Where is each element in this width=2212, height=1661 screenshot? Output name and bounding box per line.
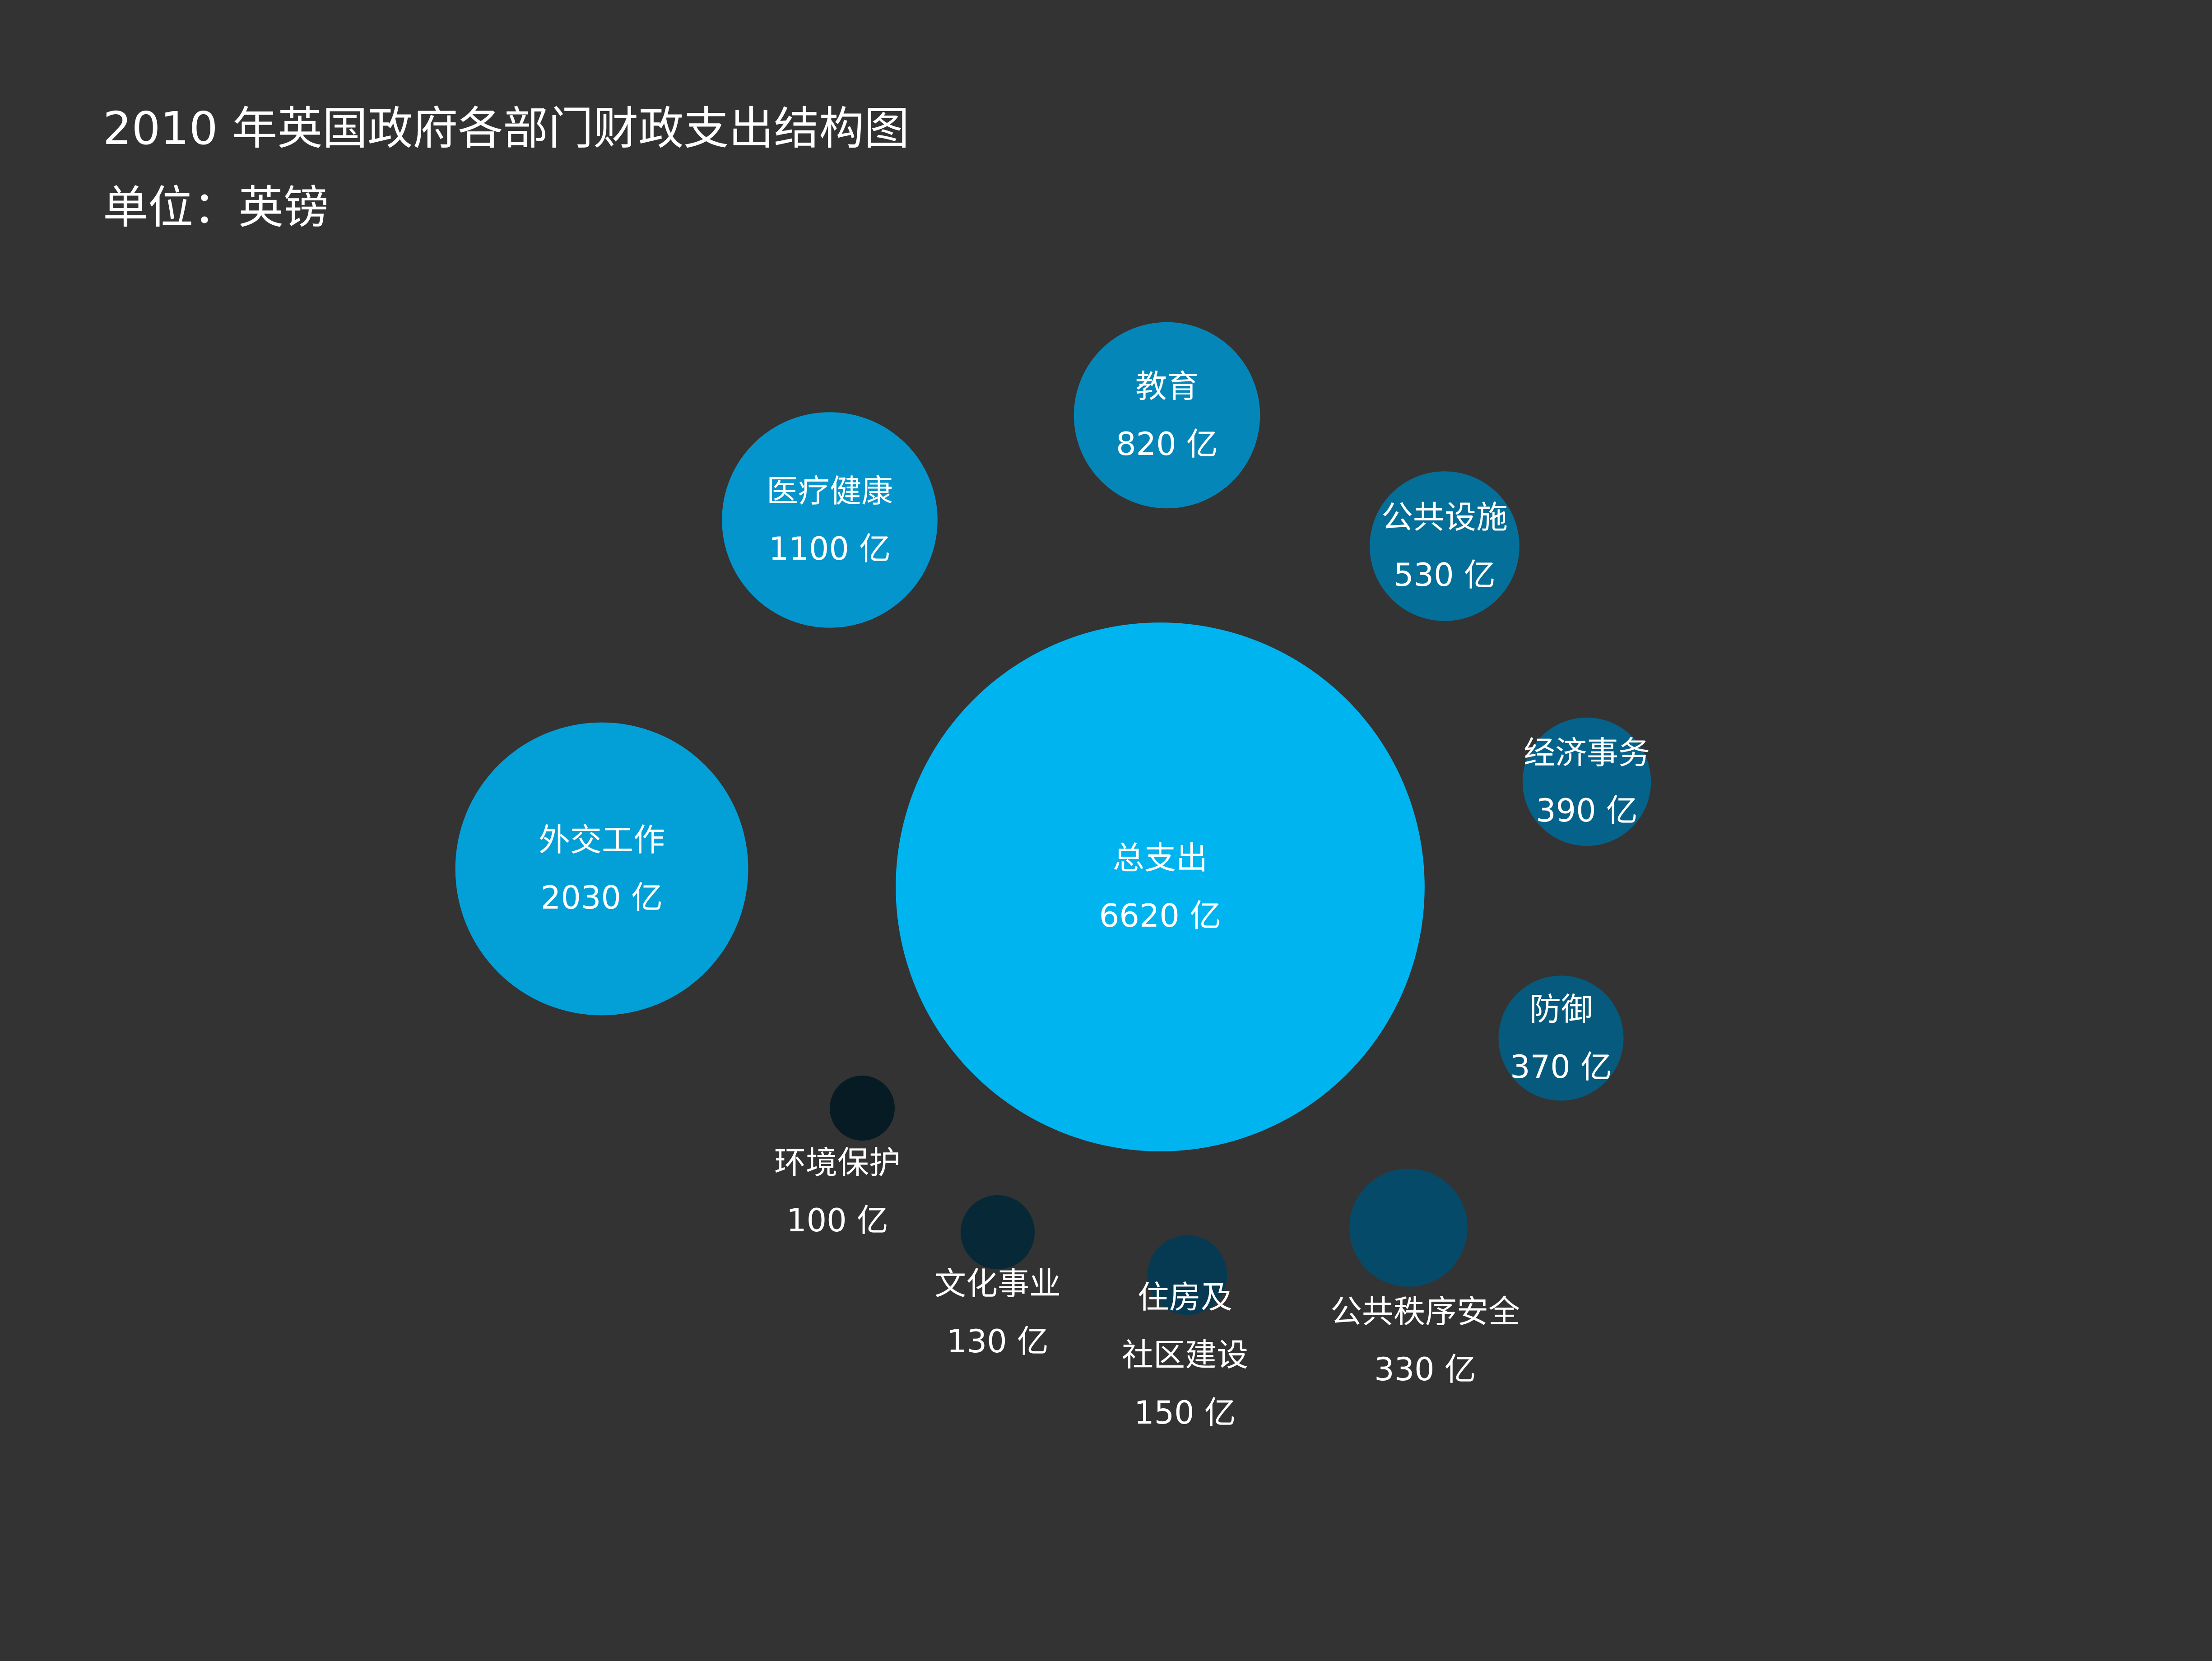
bubble-culture [960,1195,1035,1270]
bubble-economic-affairs [1522,717,1651,846]
chart-title: 2010 年英国政府各部门财政支出结构图 [103,102,910,155]
bubble-label-environmental-protection-line-2: 100 亿 [786,1202,888,1239]
bubble-defense [1498,975,1624,1101]
bubble-label-housing-community-line-3: 150 亿 [1134,1394,1236,1431]
bubble-label-environmental-protection-line-1: 环境保护 [774,1144,901,1181]
bubble-total [896,622,1425,1151]
bubble-public-facilities [1370,471,1520,621]
bubble-label-public-order-safety-line-1: 公共秩序安全 [1330,1293,1520,1330]
bubble-housing-community [1147,1235,1227,1315]
bubble-environmental-protection [830,1076,895,1141]
bubble-label-education-line-2: 820 亿 [1116,426,1218,463]
bubble-label-education-line-1: 教育 [1135,368,1199,405]
bubble-label-total-line-1: 总支出 [1113,840,1208,877]
bubble-foreign-affairs [455,722,748,1016]
bubble-label-foreign-affairs-line-2: 2030 亿 [541,879,663,916]
bubble-label-public-facilities-line-1: 公共设施 [1381,499,1508,536]
bubble-label-public-order-safety-line-2: 330 亿 [1374,1351,1476,1388]
bubble-label-defense-line-2: 370 亿 [1510,1049,1612,1086]
bubble-label-housing-community-line-2: 社区建设 [1122,1336,1248,1373]
bubble-healthcare [722,412,938,628]
chart-subtitle: 单位：英镑 [103,181,329,234]
bubble-label-healthcare-line-2: 1100 亿 [769,530,891,567]
bubble-label-culture-line-2: 130 亿 [947,1323,1049,1360]
bubble-label-culture-line-1: 文化事业 [934,1265,1061,1302]
bubble-label-foreign-affairs-line-1: 外交工作 [539,821,665,858]
bubble-public-order-safety [1349,1169,1468,1287]
bubble-label-economic-affairs-line-2: 390 亿 [1536,792,1638,829]
bubble-label-total-line-2: 6620 亿 [1099,897,1221,934]
bubble-label-public-facilities-line-2: 530 亿 [1394,557,1496,594]
bubble-education [1073,322,1260,509]
bubble-label-defense-line-1: 防御 [1529,991,1593,1028]
bubble-label-economic-affairs-line-1: 经济事务 [1524,734,1650,771]
bubble-label-healthcare-line-1: 医疗健康 [767,473,893,510]
bubble-label-housing-community-line-1: 住房及 [1138,1279,1232,1316]
